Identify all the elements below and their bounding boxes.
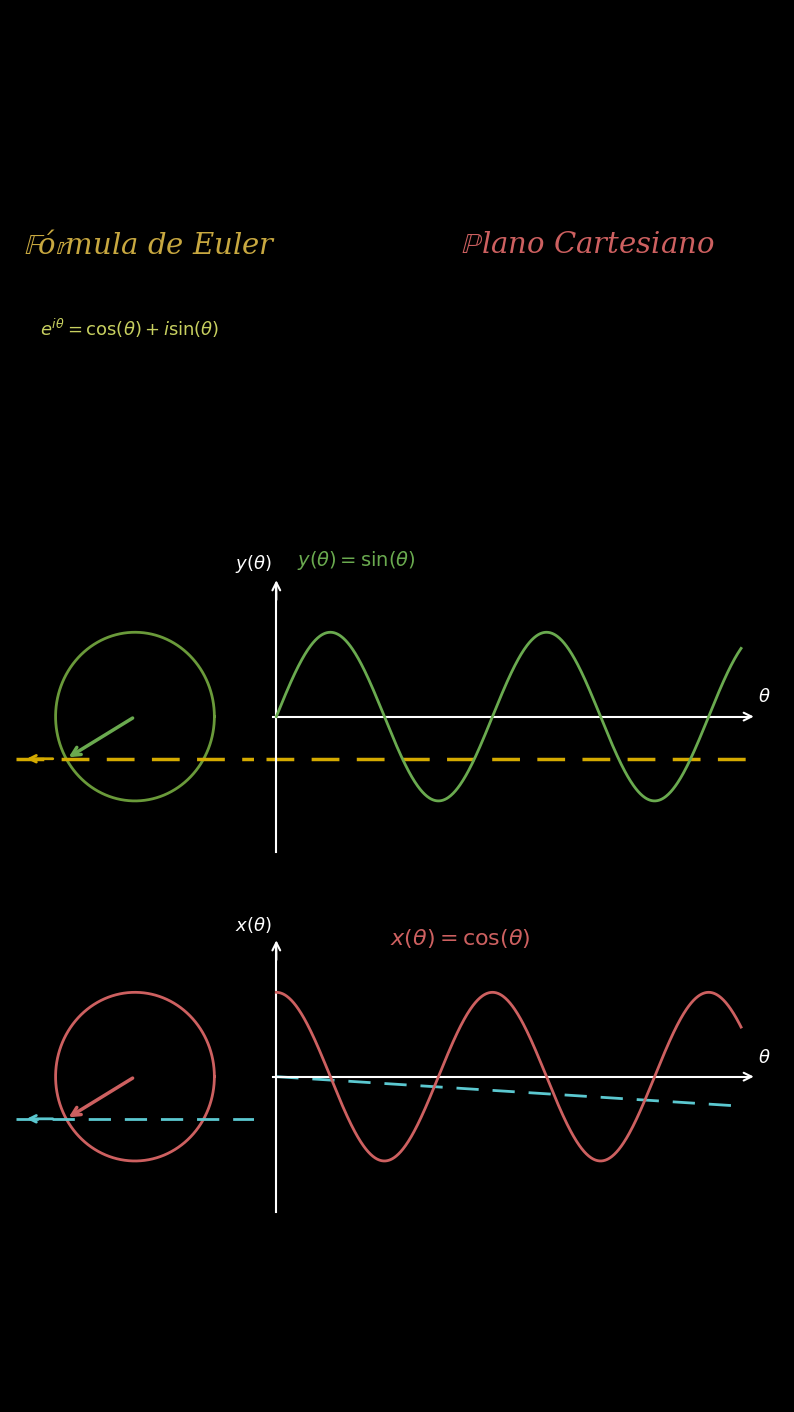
Text: $y(\theta) = \sin(\theta)$: $y(\theta) = \sin(\theta)$ (297, 548, 415, 572)
Text: $y(\theta)$: $y(\theta)$ (234, 554, 271, 575)
Text: $x(\theta)$: $x(\theta)$ (234, 915, 271, 935)
Text: $\mathbb{P}$lano Cartesiano: $\mathbb{P}$lano Cartesiano (461, 232, 714, 260)
Text: $x(\theta) = \cos(\theta)$: $x(\theta) = \cos(\theta)$ (391, 928, 530, 950)
Text: $\theta$: $\theta$ (758, 1049, 771, 1066)
Text: $e^{i\theta} = \cos(\theta) + i\sin(\theta)$: $e^{i\theta} = \cos(\theta) + i\sin(\the… (40, 316, 219, 340)
Text: $\theta$: $\theta$ (758, 689, 771, 706)
Text: $\mathbb{F}$ó$\mathbb{r}$mula de Euler: $\mathbb{F}$ó$\mathbb{r}$mula de Euler (24, 230, 276, 260)
